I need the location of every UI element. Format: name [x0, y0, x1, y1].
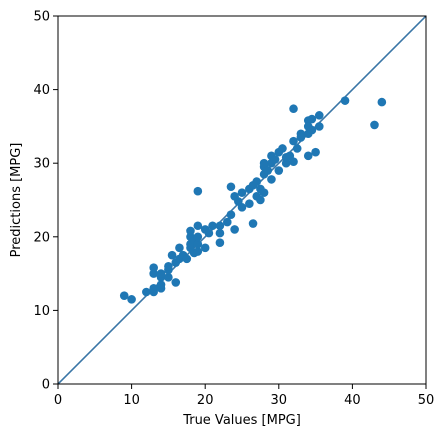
data-point: [259, 188, 269, 197]
data-point: [204, 228, 214, 238]
x-ticks: 0 10 20 30 40 50: [54, 384, 434, 408]
data-point: [263, 166, 273, 175]
axes-layer: [57, 15, 427, 385]
data-point: [193, 221, 203, 231]
data-point: [193, 239, 203, 249]
data-point: [208, 221, 217, 231]
data-point: [340, 96, 350, 105]
data-point: [226, 182, 236, 192]
data-point: [222, 217, 232, 227]
data-point: [314, 111, 324, 120]
data-point: [226, 210, 236, 220]
data-point: [307, 125, 317, 135]
data-point: [149, 284, 158, 293]
y-ticks: 0 10 20 30 40 50: [33, 10, 58, 393]
y-tick-label: 10: [33, 304, 50, 319]
data-point: [230, 225, 239, 234]
y-axis-label: Predictions [MPG]: [9, 143, 24, 258]
data-point: [156, 280, 166, 289]
data-point: [193, 186, 203, 196]
data-point: [270, 155, 280, 164]
data-point: [303, 151, 313, 161]
plot-frame: [57, 15, 427, 385]
data-point: [252, 177, 262, 186]
data-point: [307, 114, 317, 124]
data-point: [215, 228, 225, 238]
x-tick-label: 30: [271, 393, 288, 408]
data-point: [248, 219, 258, 228]
data-point: [278, 144, 287, 153]
data-point: [175, 243, 184, 253]
data-point: [311, 147, 320, 157]
data-point: [156, 269, 166, 278]
x-tick-label: 50: [418, 393, 435, 408]
data-point: [237, 203, 247, 212]
data-point: [314, 122, 324, 131]
data-point: [167, 250, 177, 260]
data-point: [142, 287, 151, 297]
data-point: [119, 291, 129, 300]
data-point: [370, 120, 379, 130]
y-tick-label: 20: [33, 230, 50, 245]
x-tick-label: 10: [123, 393, 140, 408]
data-point: [259, 158, 269, 168]
data-point: [182, 254, 192, 264]
y-tick-label: 30: [33, 157, 50, 172]
data-point: [215, 238, 225, 247]
data-point: [127, 295, 136, 304]
data-point: [171, 278, 181, 287]
data-point: [149, 269, 158, 278]
y-tick-label: 0: [42, 378, 50, 393]
data-point: [267, 175, 276, 184]
data-point: [215, 221, 225, 231]
data-point: [281, 158, 291, 168]
data-point: [237, 188, 247, 197]
data-point: [193, 247, 203, 256]
data-point: [245, 199, 254, 208]
x-tick-label: 40: [344, 393, 361, 408]
data-point: [296, 133, 306, 142]
x-tick-label: 0: [54, 393, 62, 408]
data-point: [289, 136, 298, 146]
data-point: [289, 104, 298, 114]
data-point: [200, 243, 210, 253]
data-point: [377, 97, 387, 107]
data-point: [289, 157, 298, 167]
data-point: [149, 263, 158, 273]
data-point: [256, 195, 265, 205]
data-point: [274, 166, 284, 175]
points-layer: [119, 96, 387, 304]
data-point: [164, 272, 173, 282]
data-point: [292, 144, 302, 153]
y-tick-label: 40: [33, 83, 50, 98]
y-tick-label: 50: [33, 10, 50, 25]
data-point: [164, 261, 173, 271]
data-point: [193, 232, 203, 242]
data-point: [186, 226, 195, 236]
x-axis-label: True Values [MPG]: [182, 413, 301, 428]
x-tick-label: 20: [197, 393, 214, 408]
